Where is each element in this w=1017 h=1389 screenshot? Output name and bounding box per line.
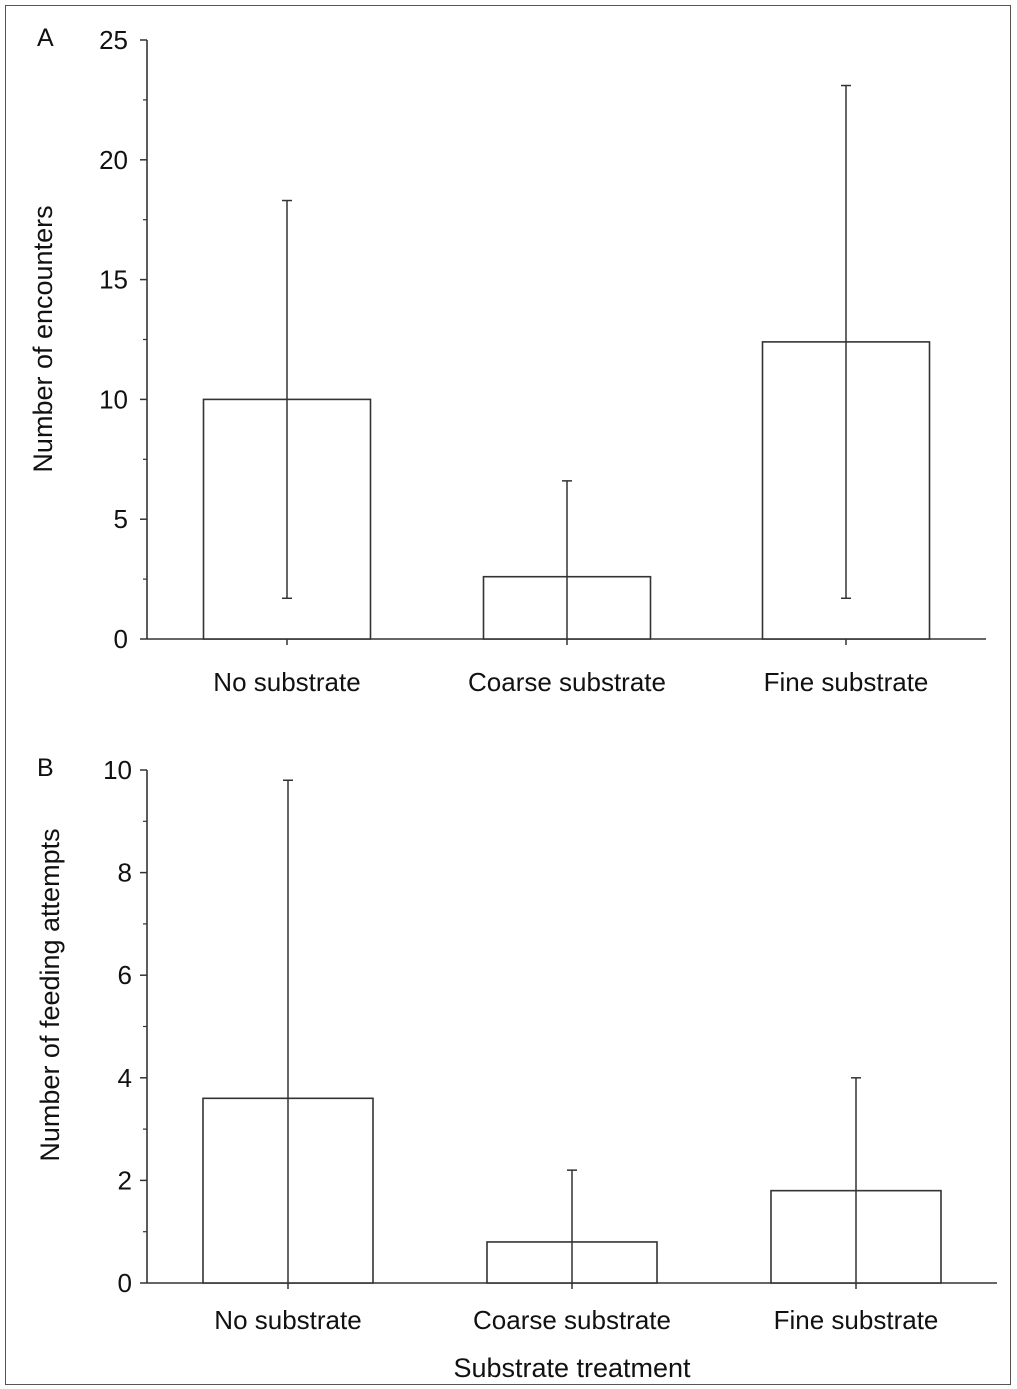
panel-a-y-tick-label: 0	[114, 624, 128, 654]
panel-b-y-tick-label: 8	[118, 858, 132, 888]
panel-b-y-axis-title: Number of feeding attempts	[35, 828, 65, 1161]
panel-a-category-label: No substrate	[213, 667, 360, 697]
panel-b-y-tick-label: 6	[118, 960, 132, 990]
panel-b-category-label: Coarse substrate	[473, 1305, 671, 1335]
panel-b-category-label: No substrate	[214, 1305, 361, 1335]
panel-a-y-axis-title: Number of encounters	[28, 205, 58, 472]
panel-a-y-tick-label: 20	[99, 145, 128, 175]
panel-b-category-label: Fine substrate	[774, 1305, 939, 1335]
panel-a-label: A	[37, 24, 54, 52]
panel-a-category-label: Coarse substrate	[468, 667, 666, 697]
panel-b-y-tick-label: 10	[103, 755, 132, 785]
panel-b-y-tick-label: 2	[118, 1165, 132, 1195]
panel-a-y-tick-label: 15	[99, 265, 128, 295]
figure-frame	[5, 5, 1011, 1385]
panel-b-y-tick-label: 4	[118, 1063, 132, 1093]
panel-a-y-tick-label: 5	[114, 504, 128, 534]
panel-a-y-tick-label: 10	[99, 384, 128, 414]
panel-b-x-axis-title: Substrate treatment	[453, 1353, 691, 1383]
panel-b-label: B	[37, 754, 54, 782]
panel-b-y-tick-label: 0	[118, 1268, 132, 1298]
panel-a-y-tick-label: 25	[99, 25, 128, 55]
panel-a-category-label: Fine substrate	[764, 667, 929, 697]
